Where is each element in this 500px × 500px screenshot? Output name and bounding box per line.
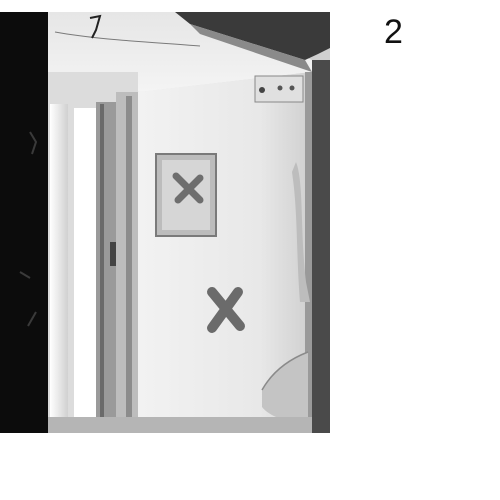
inner-frame-shadow [126,96,132,433]
plate-screw-1 [259,87,265,93]
left-hinge [110,242,116,266]
wall-texture [19,131,38,327]
left-dark-wall [0,12,48,433]
ceiling-crack [54,31,201,47]
plate-screw-3 [289,85,295,91]
peel-edge [261,351,309,391]
doorway-photo-svg [0,12,330,433]
beam-edge [190,24,312,72]
peel-patch-top [292,162,310,302]
photograph [0,12,330,433]
right-frame [312,60,330,433]
left-door-edge [96,102,116,433]
page-number: 2 [384,13,403,51]
ceiling-fixture [89,14,102,39]
door-x-mark [207,287,245,333]
left-door-strip [100,104,104,433]
window-x-mark [172,172,204,204]
floor [48,417,312,433]
left-window-pane [74,108,96,433]
right-frame-edge [305,72,312,433]
left-window-light [50,104,68,433]
peel-patch-bottom [262,352,308,423]
top-beam [175,12,330,60]
plate-screw-2 [277,85,283,91]
